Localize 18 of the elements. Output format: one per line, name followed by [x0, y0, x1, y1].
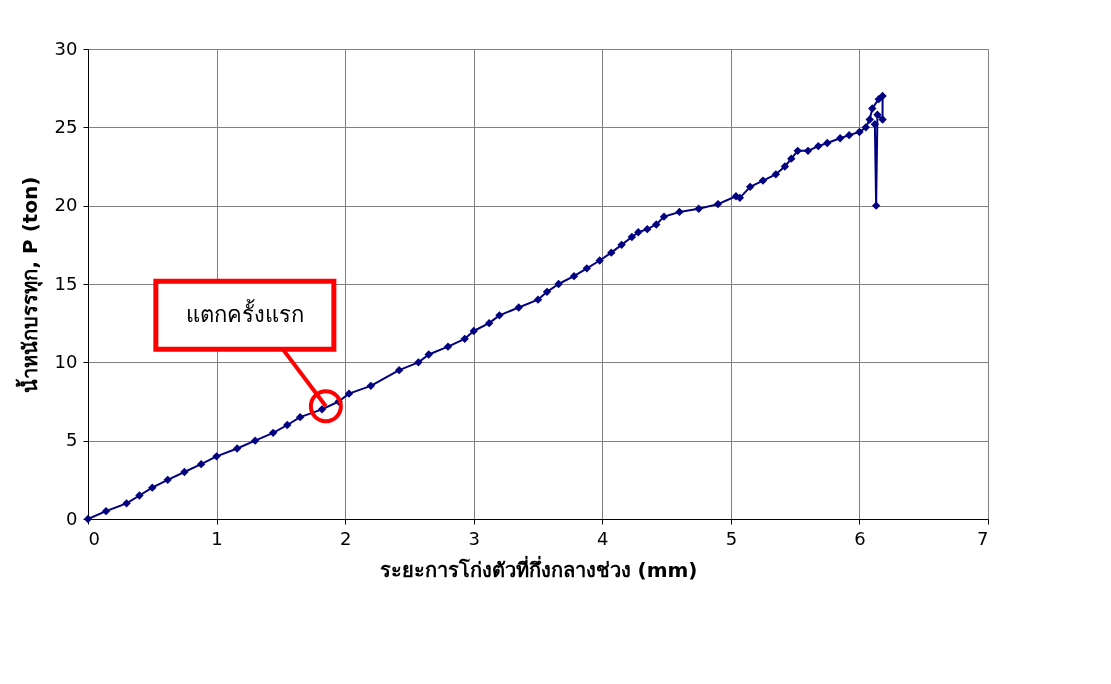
x-tick-label: 7 — [977, 527, 989, 549]
x-tick-label: 3 — [468, 527, 480, 549]
y-tick-label: 5 — [66, 429, 78, 451]
x-tick-label: 6 — [854, 527, 866, 549]
y-axis-title: น้ำหนักบรรทุก, P (ton) — [14, 176, 43, 393]
x-axis-title: ระยะการโก่งตัวที่กึ่งกลางช่วง (mm) — [379, 554, 698, 582]
annotation: แตกครั้งแรก — [185, 299, 304, 328]
x-tick-label: 1 — [211, 527, 223, 549]
x-tick-label: 0 — [88, 527, 100, 549]
x-tick-label: 2 — [339, 527, 352, 549]
y-tick-label: 20 — [54, 194, 78, 216]
y-tick-label: 0 — [66, 507, 78, 529]
y-tick-label: 25 — [54, 115, 78, 137]
x-tick-label: 5 — [725, 527, 738, 549]
x-tick-label: 4 — [597, 527, 609, 549]
y-tick-label: 15 — [54, 272, 78, 294]
y-tick-label: 30 — [54, 37, 78, 59]
y-tick-label: 10 — [54, 350, 78, 372]
